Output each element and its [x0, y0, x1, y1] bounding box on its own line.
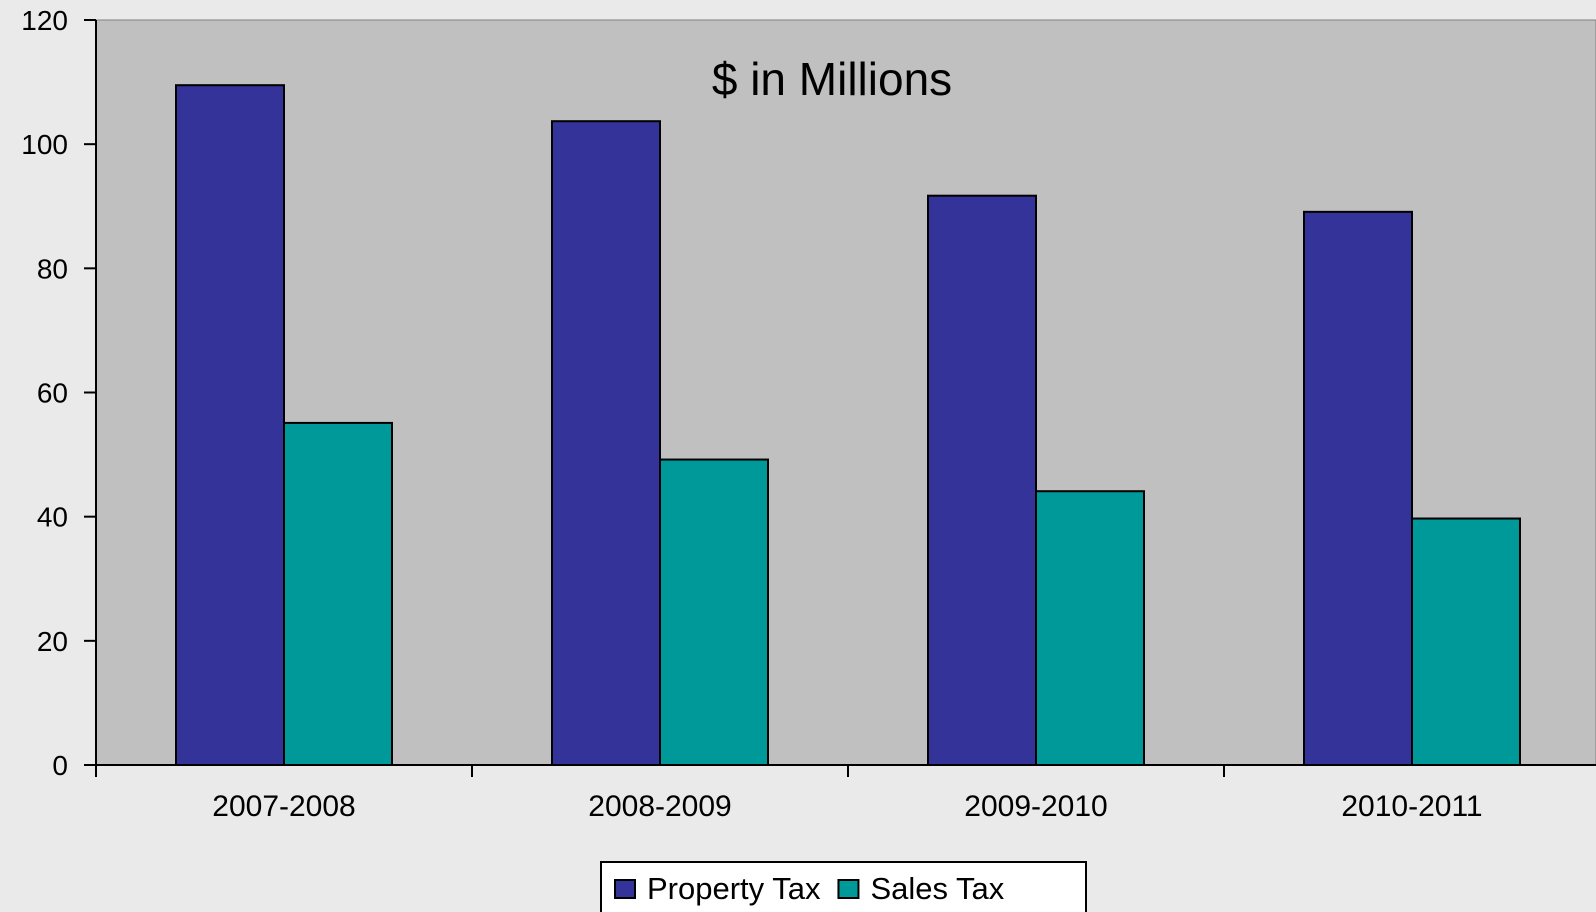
bars-layer [175, 84, 1521, 767]
y-tick-label-0: 0 [52, 750, 68, 781]
y-tick-label-60: 60 [37, 378, 68, 409]
x-tick-label-2008-2009: 2008-2009 [588, 790, 731, 823]
legend-swatch-property-tax [614, 879, 636, 899]
legend-label-sales-tax: Sales Tax [870, 871, 1004, 906]
x-tick-label-2009-2010: 2009-2010 [964, 790, 1107, 823]
y-tick-label-100: 100 [21, 129, 68, 160]
bar-sales-tax-2007-2008 [283, 421, 393, 766]
axes-layer: 0 20 40 60 80 100 120 2007-2008 2008-2009 2009-20… [21, 5, 1596, 823]
bar-property-tax-2009-2010 [927, 194, 1037, 766]
chart-title: $ in Millions [712, 53, 952, 105]
y-tick-label-40: 40 [37, 502, 68, 533]
bar-sales-tax-2010-2011 [1411, 517, 1521, 767]
y-tick-label-120: 120 [21, 5, 68, 36]
bar-property-tax-2007-2008 [175, 84, 285, 766]
legend-swatch-sales-tax [837, 879, 860, 899]
y-tick-label-20: 20 [37, 626, 68, 657]
bar-property-tax-2010-2011 [1303, 210, 1413, 766]
legend: Property Tax Sales Tax [600, 861, 1087, 912]
legend-label-property-tax: Property Tax [647, 871, 821, 906]
bar-sales-tax-2008-2009 [659, 458, 769, 766]
bar-sales-tax-2009-2010 [1035, 490, 1145, 766]
bar-property-tax-2008-2009 [551, 120, 661, 766]
y-tick-label-80: 80 [37, 253, 68, 284]
x-tick-label-2007-2008: 2007-2008 [212, 790, 355, 823]
x-tick-label-2010-2011: 2010-2011 [1341, 790, 1482, 823]
